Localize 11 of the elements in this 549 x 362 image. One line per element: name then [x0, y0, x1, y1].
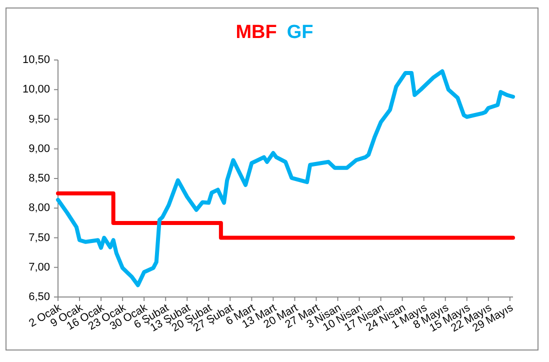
y-tick-label: 7,50: [28, 232, 50, 244]
text: GF: [286, 22, 314, 43]
y-tick-label: 9,00: [28, 142, 50, 155]
y-tick-label: 6,50: [28, 291, 50, 303]
y-tick-label: 10,50: [22, 54, 50, 66]
text: MBF: [236, 22, 277, 43]
y-tick-label: 7,00: [28, 261, 50, 274]
y-tick-label: 8,50: [28, 172, 50, 184]
y-tick-label: 8,00: [28, 202, 50, 214]
y-tick-label: 10,00: [22, 84, 50, 96]
y-tick-label: 9,50: [28, 113, 50, 126]
